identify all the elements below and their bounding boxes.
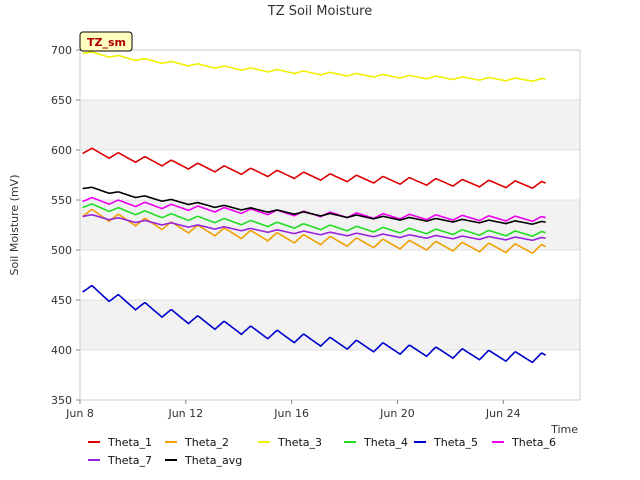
x-tick-label: Jun 8	[65, 407, 94, 420]
y-axis-label: Soil Moisture (mV)	[8, 175, 21, 276]
legend-label: Theta_1	[107, 436, 152, 449]
series-line-theta-2	[82, 208, 546, 255]
x-axis: Jun 8 Jun 12 Jun 16 Jun 20 Jun 24	[65, 400, 521, 420]
y-tick-label: 550	[51, 194, 72, 207]
legend-label: Theta_avg	[184, 454, 242, 467]
y-tick-label: 500	[51, 244, 72, 257]
y-tick-label: 650	[51, 94, 72, 107]
series-lines	[82, 51, 547, 364]
legend-label: Theta_5	[433, 436, 478, 449]
series-line-theta-7	[82, 213, 546, 242]
series-line-theta-3	[82, 51, 546, 83]
series-line-theta-avg	[82, 186, 546, 226]
legend-item-theta-4: Theta_4	[344, 436, 408, 449]
y-tick-label: 600	[51, 144, 72, 157]
x-tick-label: Jun 20	[379, 407, 415, 420]
series-line-theta-5	[82, 284, 547, 364]
legend-label: Theta_3	[277, 436, 322, 449]
legend-label: Theta_4	[363, 436, 408, 449]
x-tick-label: Jun 24	[485, 407, 521, 420]
legend-item-theta-7: Theta_7	[88, 454, 152, 467]
legend-label: Theta_6	[511, 436, 556, 449]
x-tick-label: Jun 16	[273, 407, 309, 420]
y-tick-label: 400	[51, 344, 72, 357]
legend-label: Theta_2	[184, 436, 229, 449]
legend-item-theta-avg: Theta_avg	[165, 454, 242, 467]
plot-border	[79, 49, 581, 401]
legend-item-theta-5: Theta_5	[414, 436, 478, 449]
series-line-theta-4	[82, 203, 546, 238]
legend-item-theta-3: Theta_3	[258, 436, 322, 449]
legend: Theta_1 Theta_2 Theta_3 Theta_4 Theta_5 Theta…	[88, 436, 556, 467]
x-tick-label: Jun 12	[167, 407, 203, 420]
y-axis: 350 400 450 500 550 600 650 700	[51, 44, 80, 407]
series-line-theta-1	[82, 147, 546, 190]
y-tick-label: 700	[51, 44, 72, 57]
badge: TZ_sm	[79, 31, 133, 52]
legend-item-theta-2: Theta_2	[165, 436, 229, 449]
badge-label: TZ_sm	[87, 36, 126, 49]
legend-item-theta-6: Theta_6	[492, 436, 556, 449]
legend-label: Theta_7	[107, 454, 152, 467]
y-tick-label: 350	[51, 394, 72, 407]
plot-background	[79, 49, 581, 401]
legend-item-theta-1: Theta_1	[88, 436, 152, 449]
plot-band	[80, 100, 580, 150]
x-axis-label: Time	[550, 423, 578, 436]
badge-box	[79, 31, 133, 52]
y-tick-label: 450	[51, 294, 72, 307]
chart-title: TZ Soil Moisture	[267, 4, 373, 19]
plot-band	[80, 300, 580, 350]
